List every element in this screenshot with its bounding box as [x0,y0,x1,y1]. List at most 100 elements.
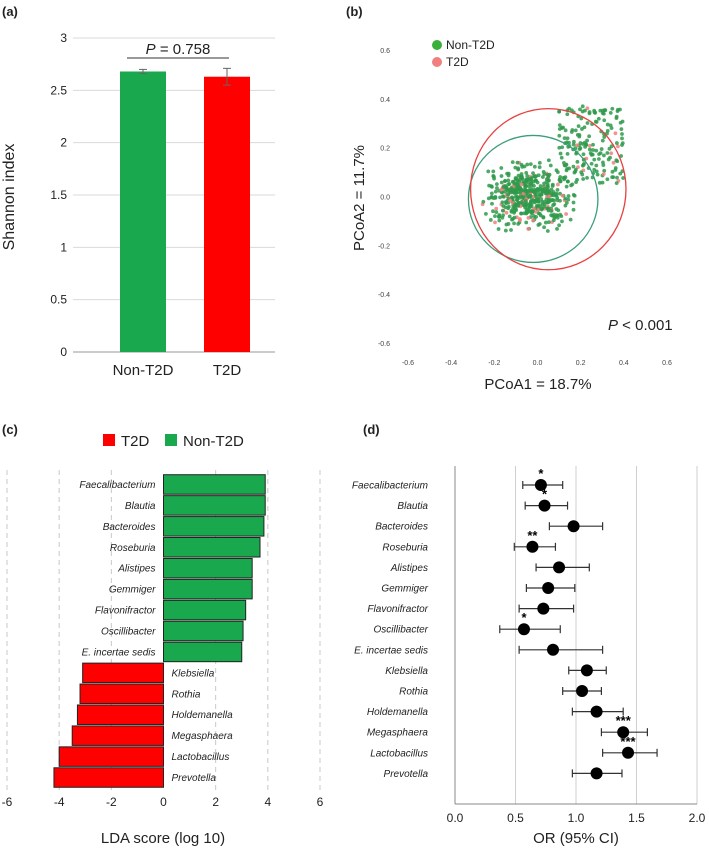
b-point [523,183,527,187]
c-bar-label: Klebsiella [172,668,215,679]
b-point [510,196,515,201]
c-bar [53,767,165,788]
b-point [490,185,494,189]
b-point [493,214,497,219]
b-y-tick-label: 0.0 [380,195,390,202]
b-point [525,162,530,167]
b-x-tick-label: 0.4 [619,360,629,367]
b-point [594,120,599,124]
b-point [507,214,512,219]
b-point [564,212,569,216]
b-point [515,198,520,202]
b-point [620,132,624,136]
b-point [493,220,497,225]
b-point [541,215,546,220]
b-point [503,228,508,233]
a-x-tick-label: Non-T2D [113,362,174,379]
b-point [610,106,615,111]
b-x-tick-label: -0.2 [488,360,500,367]
c-bar-label: Bacteroides [103,522,156,533]
b-point [611,160,616,165]
b-point [491,209,495,214]
b-point [610,175,615,180]
panel-d: (d) Faecalibacterium Blautia Bacteroides Ro… [352,422,706,847]
c-x-tick-label: -2 [106,795,117,809]
b-point [489,195,494,199]
a-bar-non-t2d [120,71,166,352]
b-point [620,141,625,146]
c-bar [71,725,164,746]
b-point [540,175,545,179]
b-point [523,179,528,183]
b-point [537,165,542,170]
b-point [531,218,536,223]
b-ellipse-t2d [469,107,627,271]
d-row-label: Prevotella [384,769,429,780]
b-point [581,162,586,167]
b-point [562,177,566,182]
b-point [516,178,521,183]
b-point [538,184,543,188]
b-point [570,182,575,187]
c-bar-label: Roseburia [110,543,156,554]
b-point [527,189,532,193]
a-grid [73,37,275,353]
b-point [520,195,525,200]
a-y-tick-label: 0 [60,345,67,359]
b-point [576,165,580,169]
panel-c: (c) T2D Non-T2D Faecalibacterium Blautia Ba… [2,422,324,847]
c-bar [163,516,265,537]
d-row-label: E. incertae sedis [354,645,428,656]
a-p-symbol: P [146,41,156,58]
c-legend-swatch [165,434,177,446]
b-point [507,188,512,192]
b-point [501,185,506,189]
b-point [557,223,562,228]
b-point [575,159,580,164]
b-point [526,215,531,220]
b-point [594,163,599,168]
d-sig-mark: ** [527,528,538,543]
b-ellipses [467,107,627,271]
d-x-tick-label: 1.0 [568,811,585,825]
b-point [593,110,597,115]
b-point [560,193,565,198]
c-bar-label: Blautia [125,501,156,512]
b-point [588,151,593,156]
b-point [574,180,578,185]
c-bar [163,557,253,579]
b-point [529,204,534,209]
b-point [601,172,606,176]
b-point [492,176,496,181]
b-point [555,195,560,200]
b-point [573,128,578,133]
a-y-tick-label: 1.5 [50,188,67,202]
b-point [519,182,524,187]
c-bar [163,474,266,495]
b-point [534,215,539,219]
c-bar [163,599,247,621]
b-x-label: PCoA1 = 18.7% [484,376,591,393]
b-point [544,197,549,202]
b-point [513,202,518,207]
b-p-symbol: P [608,317,618,334]
b-point [486,196,491,201]
d-x-label: OR (95% CI) [533,830,619,847]
b-point [494,206,499,211]
b-point [524,171,529,175]
d-or-point [537,602,550,615]
b-point [556,208,561,213]
d-row-label: Roseburia [382,542,428,553]
b-point [533,174,538,179]
d-or-point [538,499,551,512]
b-point [529,199,533,204]
b-point [608,110,613,115]
b-point [516,203,521,208]
c-x-tick-label: 0 [160,795,167,809]
c-bar [58,746,165,767]
c-bar-label: Megasphaera [172,731,234,742]
b-point [546,173,551,178]
b-x-tick-label: 0.2 [576,360,586,367]
b-point [609,126,614,131]
b-y-tick-label: 0.6 [380,48,390,55]
